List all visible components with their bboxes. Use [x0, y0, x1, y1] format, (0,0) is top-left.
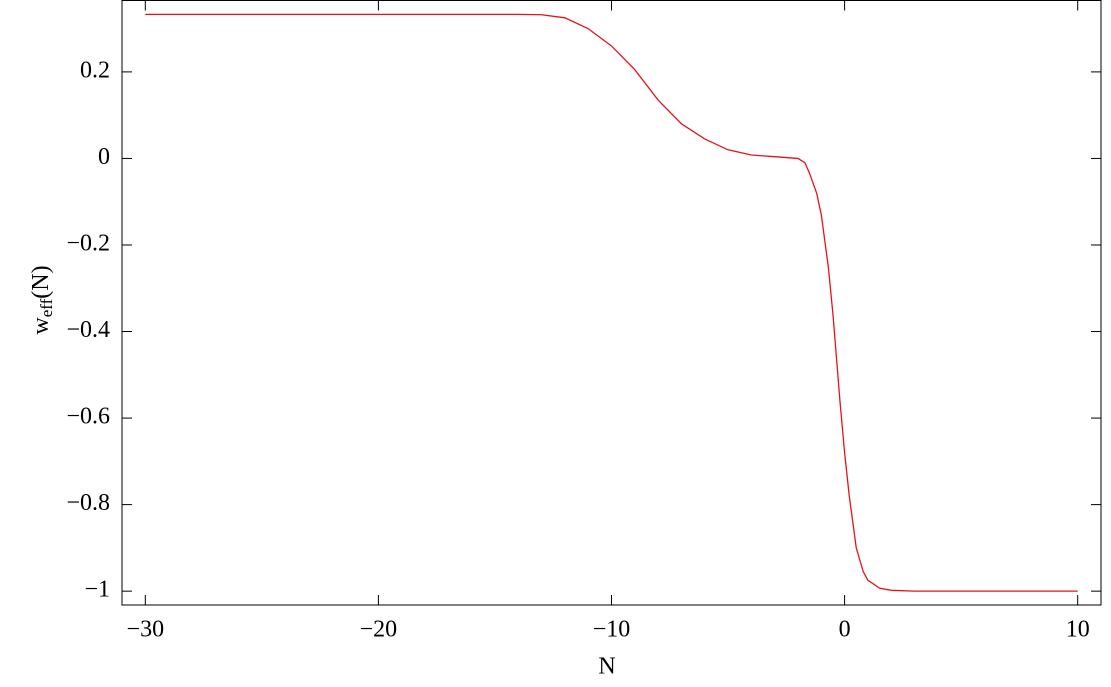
y-tick-label: −0.2: [66, 230, 110, 256]
y-tick-label: 0.2: [80, 57, 110, 83]
y-tick-label: 0: [98, 144, 110, 170]
y-tick-label: −1: [84, 577, 110, 603]
frame: [121, 0, 1102, 606]
x-tick-label: 10: [1066, 617, 1090, 643]
data-line: [145, 13, 1078, 592]
x-tick-label: 0: [839, 617, 851, 643]
y-axis-label: weff(N): [28, 265, 56, 334]
x-axis-label: N: [598, 654, 615, 680]
y-label-base: w: [28, 317, 54, 335]
y-label-tail: (N): [28, 265, 54, 298]
y-label-sub: eff: [37, 298, 56, 317]
y-tick-label: −0.6: [66, 404, 110, 430]
x-tick-label: −10: [593, 617, 631, 643]
x-tick-label: −20: [360, 617, 398, 643]
y-tick-label: −0.4: [66, 317, 110, 343]
y-tick-label: −0.8: [66, 490, 110, 516]
x-tick-label: −30: [127, 617, 165, 643]
